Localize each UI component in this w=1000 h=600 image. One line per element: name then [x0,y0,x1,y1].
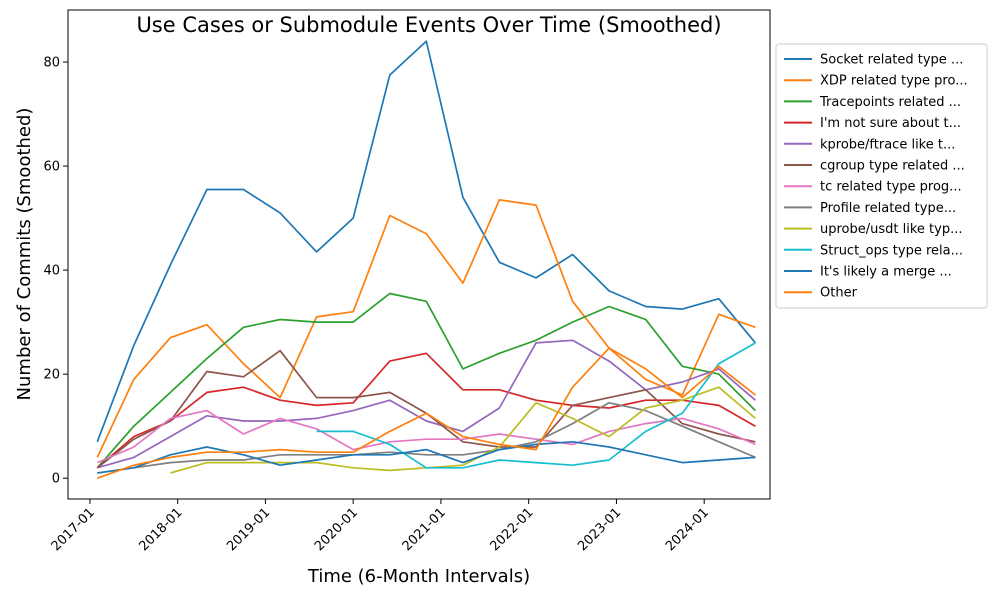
legend-label: tc related type prog... [820,180,962,195]
y-tick-label: 60 [43,160,60,175]
legend-label: Other [820,286,858,301]
series-line-4 [96,352,756,469]
y-axis-title: Number of Commits (Smoothed) [14,108,35,401]
series-line-11 [97,440,756,474]
y-tick-label: 80 [43,56,60,71]
legend: Socket related type ... XDP related type … [775,43,988,309]
y-tick-label: 20 [43,368,60,383]
series-line-1 [96,40,757,443]
series-line-2 [96,199,756,458]
legend-label: I'm not sure about t... [820,116,961,131]
series-line-8 [133,401,756,469]
legend-label: It's likely a merge ... [820,265,952,280]
legend-label: uprobe/usdt like typ... [820,222,963,237]
plot-area [96,40,757,480]
plot-frame [67,9,771,500]
legend-label: Tracepoints related ... [819,95,961,110]
legend-label: cgroup type related ... [820,159,965,174]
series-line-7 [96,409,756,464]
chart-title: Use Cases or Submodule Events Over Time … [136,13,721,37]
y-tick-label: 40 [43,264,60,279]
series-line-3 [96,292,757,469]
series-line-12 [97,347,756,480]
legend-label: Profile related type... [820,201,956,216]
legend-label: Struct_ops type rela... [820,243,963,258]
series-line-10 [316,342,756,469]
y-tick-label: 0 [52,472,60,487]
legend-box [775,43,988,309]
legend-label: kprobe/ftrace like t... [820,137,955,152]
legend-label: XDP related type pro... [820,74,968,89]
legend-label: Socket related type ... [820,53,963,68]
x-axis-title: Time (6-Month Intervals) [307,566,530,587]
y-axis: 0 20 40 60 80 [43,56,68,487]
